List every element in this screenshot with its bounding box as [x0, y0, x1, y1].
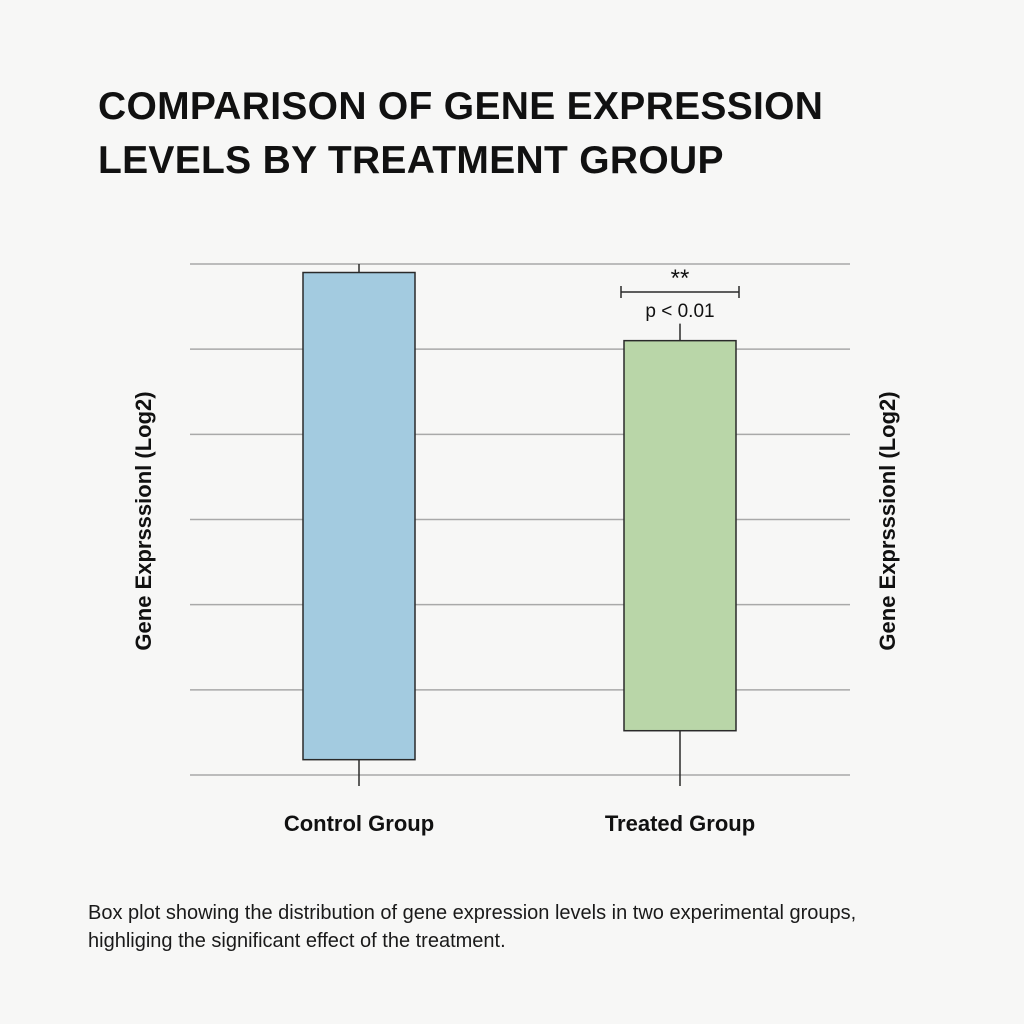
y-axis-label-left: Gene Exprsssionl (Log2) — [131, 391, 156, 650]
y-axis-label-right: Gene Exprsssionl (Log2) — [875, 391, 900, 650]
chart-title: COMPARISON OF GENE EXPRESSION LEVELS BY … — [98, 80, 978, 188]
chart-title-line-1: COMPARISON OF GENE EXPRESSION — [98, 85, 824, 128]
treated-group-box — [623, 339, 737, 732]
x-tick-label-treated-group: Treated Group — [605, 811, 755, 836]
control-group-box — [302, 271, 416, 761]
figure-caption: Box plot showing the distribution of gen… — [88, 899, 968, 955]
chart-title-line-2: LEVELS BY TREATMENT GROUP — [98, 139, 724, 182]
caption-line-1: Box plot showing the distribution of gen… — [88, 902, 857, 924]
x-tick-label-control-group: Control Group — [284, 811, 434, 836]
significance-stars: ** — [671, 265, 690, 292]
p-value-label: p < 0.01 — [645, 301, 714, 322]
caption-line-2: highliging the significant effect of the… — [88, 930, 506, 952]
